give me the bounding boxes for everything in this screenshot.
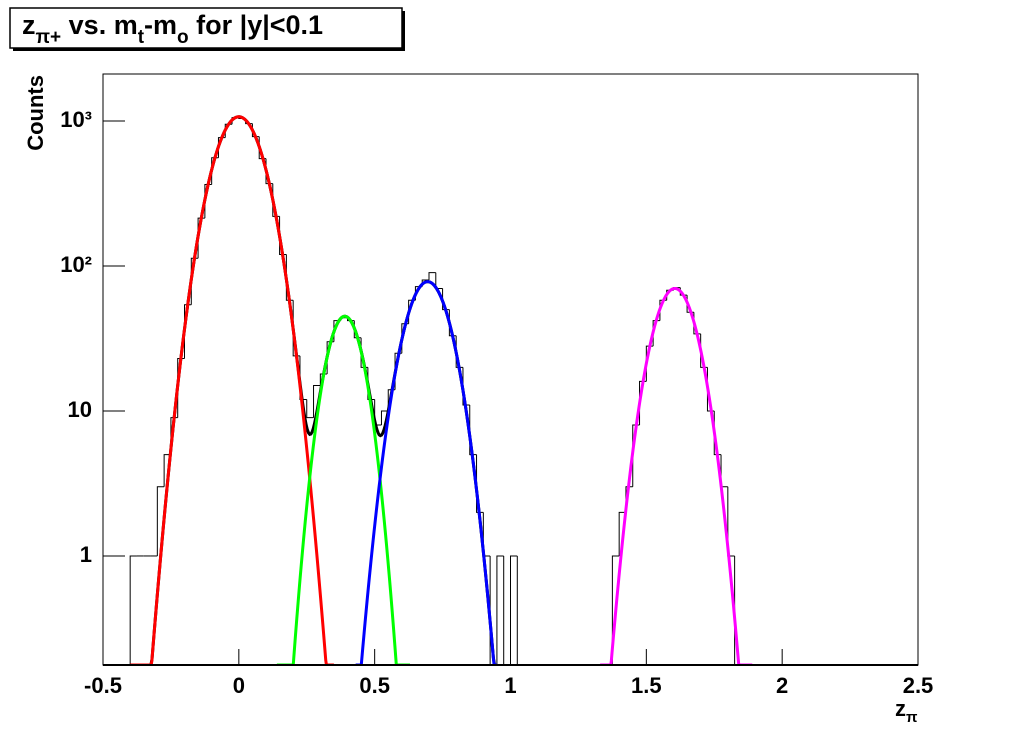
title-part: π+ — [36, 27, 62, 48]
histogram-bin — [611, 555, 620, 665]
histogram-bin — [299, 355, 307, 401]
title-box — [9, 7, 403, 49]
fit-curve — [276, 314, 410, 665]
x-label-part: π — [906, 709, 918, 726]
histogram-bin — [469, 404, 477, 456]
x-tick-label: 0 — [233, 673, 245, 698]
histogram-bin — [734, 555, 742, 665]
y-axis-label: Counts — [23, 75, 48, 151]
x-tick-label: -0.5 — [84, 673, 122, 698]
x-tick-label: 2.5 — [903, 673, 934, 698]
x-tick-label: 0.5 — [359, 673, 390, 698]
histogram-bin — [476, 454, 484, 513]
histogram-bin — [510, 555, 518, 665]
histogram-bin — [380, 410, 389, 426]
y-tick-label: 10³ — [60, 107, 92, 132]
fit-curve — [130, 115, 334, 665]
x-tick-label: 2 — [776, 673, 788, 698]
histogram-bin — [503, 555, 511, 665]
title-part: t — [138, 27, 145, 48]
title-part: o — [177, 27, 189, 48]
y-tick-label: 10² — [60, 252, 92, 277]
histogram-bin — [462, 367, 470, 406]
histogram-bin — [156, 486, 165, 556]
histogram-bin — [489, 555, 497, 665]
histogram-bin — [516, 555, 525, 665]
histogram-bin — [313, 384, 321, 418]
histogram-bin — [618, 511, 626, 556]
x-tick-label: 1.5 — [631, 673, 662, 698]
y-tick-label: 1 — [80, 542, 92, 567]
fit-curve — [355, 280, 497, 665]
x-label-part: z — [895, 696, 906, 721]
y-tick-label: 10 — [68, 397, 92, 422]
x-axis-label: zπ — [895, 696, 918, 727]
histogram-bin — [496, 555, 504, 665]
title-part: -m — [144, 10, 177, 40]
histogram-bin — [163, 454, 171, 487]
fit-curve — [600, 286, 753, 665]
plot-area — [129, 115, 755, 665]
title-part: vs. m — [61, 10, 138, 40]
x-tick-label: 1 — [504, 673, 516, 698]
chart-title: zπ+ vs. mt-mo for |y|<0.1 — [22, 10, 323, 47]
title-part: z — [22, 10, 36, 40]
histogram-bin — [306, 399, 314, 419]
title-part: for |y|<0.1 — [189, 10, 323, 40]
histogram-bin — [428, 272, 436, 281]
histogram-bin — [129, 555, 137, 665]
